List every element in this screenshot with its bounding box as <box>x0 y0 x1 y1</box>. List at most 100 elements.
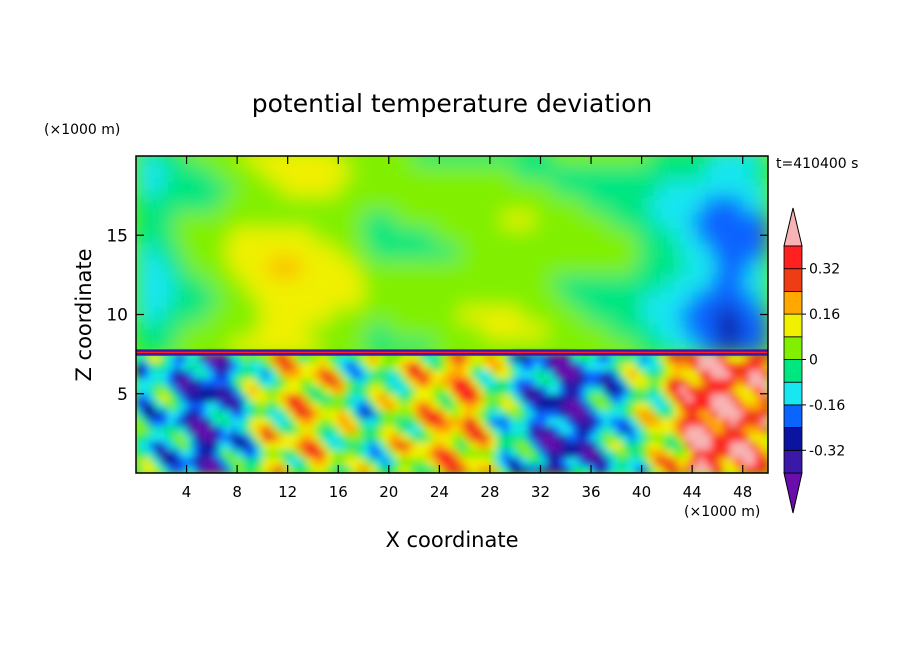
field-cell <box>679 417 687 427</box>
field-cell <box>616 274 624 292</box>
field-cell <box>199 354 207 363</box>
field-cell <box>521 385 529 395</box>
field-cell <box>496 385 504 395</box>
field-cell <box>610 354 617 363</box>
field-cell <box>439 227 447 244</box>
field-cell <box>502 441 510 450</box>
field-cell <box>395 163 403 181</box>
field-cell <box>414 290 421 308</box>
field-cell <box>749 290 756 308</box>
field-cell <box>350 156 358 165</box>
field-cell <box>489 211 497 228</box>
field-cell <box>439 338 447 355</box>
field-cell <box>294 156 301 165</box>
field-cell <box>508 457 516 466</box>
field-cell <box>325 338 333 355</box>
field-cell <box>148 385 156 395</box>
field-cell <box>711 425 719 434</box>
field-cell <box>376 449 384 458</box>
field-cell <box>173 259 181 276</box>
field-cell <box>369 441 377 450</box>
field-cell <box>319 465 327 473</box>
field-cell <box>281 322 289 339</box>
field-cell <box>426 449 434 458</box>
field-cell <box>603 433 611 442</box>
field-cell <box>736 457 744 466</box>
field-cell <box>660 465 668 473</box>
field-cell <box>666 457 674 466</box>
field-cell <box>464 227 472 244</box>
field-cell <box>294 195 301 213</box>
field-cell <box>489 393 497 403</box>
field-cell <box>218 338 226 355</box>
field-cell <box>546 362 554 371</box>
field-cell <box>603 417 611 427</box>
field-cell <box>401 433 409 442</box>
field-cell <box>622 156 630 165</box>
field-cell <box>610 274 617 292</box>
field-cell <box>717 354 725 363</box>
field-cell <box>635 227 643 244</box>
field-cell <box>458 393 466 403</box>
field-cell <box>647 417 655 427</box>
field-cell <box>489 354 497 363</box>
field-cell <box>249 465 257 473</box>
field-cell <box>142 409 150 419</box>
field-cell <box>698 354 706 363</box>
field-cell <box>426 306 434 324</box>
field-cell <box>433 179 440 197</box>
field-cell <box>256 433 263 442</box>
field-cell <box>344 156 352 165</box>
field-cell <box>256 195 263 213</box>
field-cell <box>312 417 320 427</box>
field-cell <box>199 409 207 419</box>
field-cell <box>331 179 339 197</box>
field-cell <box>755 156 763 165</box>
field-cell <box>666 227 674 244</box>
contour-field <box>136 156 768 473</box>
field-cell <box>458 449 466 458</box>
field-cell <box>262 290 270 308</box>
field-cell <box>673 211 681 228</box>
field-cell <box>420 322 428 339</box>
field-cell <box>711 401 719 411</box>
field-cell <box>546 457 554 466</box>
field-cell <box>306 409 314 419</box>
field-cell <box>388 449 396 458</box>
field-cell <box>205 369 213 379</box>
field-cell <box>527 441 535 450</box>
field-cell <box>161 362 169 371</box>
field-cell <box>755 211 763 228</box>
field-cell <box>142 465 150 473</box>
field-cell <box>723 425 731 434</box>
field-cell <box>540 227 548 244</box>
field-cell <box>306 417 314 427</box>
field-cell <box>483 274 491 292</box>
field-cell <box>407 338 415 355</box>
field-cell <box>458 369 466 379</box>
field-cell <box>698 322 706 339</box>
field-cell <box>464 274 472 292</box>
field-cell <box>211 409 219 419</box>
field-cell <box>755 354 763 363</box>
field-cell <box>154 195 162 213</box>
field-cell <box>622 401 630 411</box>
field-cell <box>268 322 276 339</box>
field-cell <box>723 338 731 355</box>
field-cell <box>635 409 643 419</box>
field-cell <box>338 457 346 466</box>
field-cell <box>338 417 346 427</box>
field-cell <box>730 306 737 324</box>
field-cell <box>306 377 314 387</box>
field-cell <box>281 433 289 442</box>
field-cell <box>230 354 238 363</box>
field-cell <box>679 322 687 339</box>
field-cell <box>477 211 485 228</box>
field-cell <box>698 259 706 276</box>
field-cell <box>142 425 150 434</box>
field-cell <box>445 274 453 292</box>
field-cell <box>154 457 162 466</box>
field-cell <box>439 195 447 213</box>
field-cell <box>477 195 485 213</box>
field-cell <box>338 163 346 181</box>
